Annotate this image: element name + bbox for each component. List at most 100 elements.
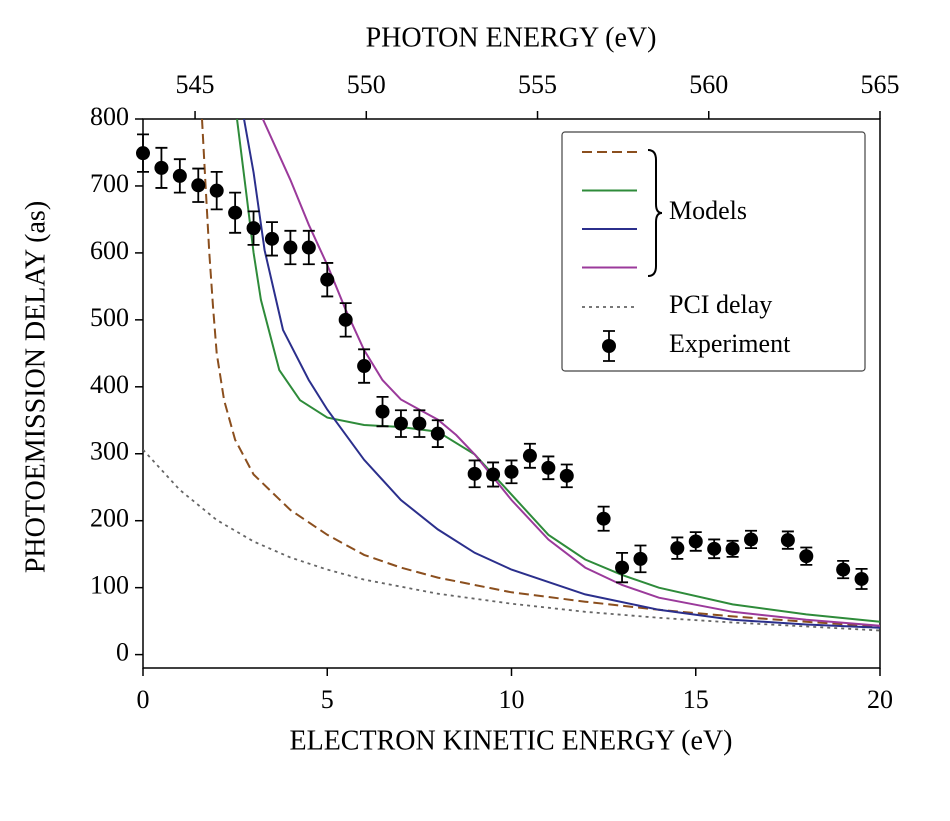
y-tick-label: 700: [90, 169, 129, 198]
marker: [172, 168, 187, 183]
data-point: [264, 221, 279, 257]
y-tick-label: 500: [90, 303, 129, 332]
data-point: [136, 133, 150, 173]
x-tick-label: 10: [499, 685, 525, 714]
top-tick-label: 545: [176, 70, 215, 99]
marker: [246, 221, 261, 236]
data-point: [191, 167, 206, 203]
marker: [744, 532, 759, 547]
marker: [559, 468, 574, 483]
x-tick-label: 0: [137, 685, 150, 714]
marker: [338, 312, 353, 327]
data-point: [430, 419, 445, 448]
marker: [799, 549, 814, 564]
x-tick-label: 20: [867, 685, 893, 714]
marker: [320, 272, 335, 287]
data-point: [301, 229, 316, 266]
data-point: [320, 262, 335, 298]
data-point: [799, 546, 814, 566]
data-point: [246, 210, 261, 246]
marker: [615, 560, 630, 575]
data-point: [467, 459, 482, 489]
marker: [412, 416, 427, 431]
marker: [209, 183, 224, 198]
data-point: [338, 302, 353, 338]
marker: [836, 562, 851, 577]
data-point: [744, 529, 759, 550]
data-point: [154, 146, 169, 189]
data-point: [707, 538, 722, 560]
data-point: [854, 568, 869, 590]
data-point: [596, 505, 611, 532]
marker: [136, 146, 150, 161]
data-point: [522, 442, 537, 469]
marker: [264, 231, 279, 246]
top-axis-title: PHOTON ENERGY (eV): [366, 22, 657, 53]
marker: [393, 416, 408, 431]
data-point: [504, 459, 519, 485]
marker: [780, 533, 795, 548]
marker: [467, 466, 482, 481]
top-tick-label: 550: [347, 70, 386, 99]
top-tick-label: 555: [518, 70, 557, 99]
data-point: [836, 559, 851, 580]
top-tick-label: 565: [861, 70, 900, 99]
y-tick-label: 800: [90, 102, 129, 131]
x-axis-title: ELECTRON KINETIC ENERGY (eV): [290, 725, 733, 756]
marker: [504, 464, 519, 479]
legend-label: Experiment: [669, 329, 791, 358]
marker: [301, 240, 316, 255]
marker: [375, 404, 390, 419]
data-point: [357, 348, 372, 384]
marker: [191, 178, 206, 193]
x-tick-label: 5: [321, 685, 334, 714]
data-point: [393, 409, 408, 438]
marker: [522, 448, 537, 463]
marker: [596, 511, 611, 526]
data-point: [375, 395, 390, 428]
y-tick-label: 300: [90, 437, 129, 466]
y-tick-label: 600: [90, 236, 129, 265]
data-point: [725, 539, 740, 558]
marker: [541, 460, 556, 475]
marker: [854, 571, 869, 586]
data-point: [228, 191, 243, 234]
marker: [357, 359, 372, 374]
plot-area: [143, 119, 880, 632]
marker: [154, 160, 169, 175]
marker: [283, 240, 298, 255]
marker: [670, 541, 685, 556]
model-line: [261, 119, 880, 627]
data-point: [541, 455, 556, 481]
legend-swatch: [602, 339, 616, 353]
legend-brace: [647, 149, 663, 277]
legend-label: PCI delay: [669, 290, 772, 319]
data-point: [412, 409, 427, 438]
data-point: [615, 551, 630, 584]
marker: [725, 541, 740, 556]
legend-group-label: Models: [669, 196, 747, 225]
y-axis-title: PHOTOEMISSION DELAY (as): [20, 201, 51, 573]
data-point: [780, 530, 795, 550]
data-point: [688, 531, 703, 552]
marker: [633, 551, 648, 566]
data-point: [209, 170, 224, 211]
data-point: [172, 158, 187, 194]
data-point: [633, 544, 648, 574]
marker: [707, 541, 722, 556]
data-point: [486, 461, 501, 488]
y-tick-label: 100: [90, 571, 129, 600]
data-point: [559, 463, 574, 489]
marker: [486, 467, 501, 482]
marker: [430, 426, 445, 441]
marker: [688, 534, 703, 549]
data-point: [283, 229, 298, 266]
model-line: [243, 119, 880, 629]
x-tick-label: 15: [683, 685, 709, 714]
y-tick-label: 0: [116, 638, 129, 667]
top-tick-label: 560: [689, 70, 728, 99]
y-tick-label: 200: [90, 504, 129, 533]
marker: [228, 205, 243, 220]
y-tick-label: 400: [90, 370, 129, 399]
